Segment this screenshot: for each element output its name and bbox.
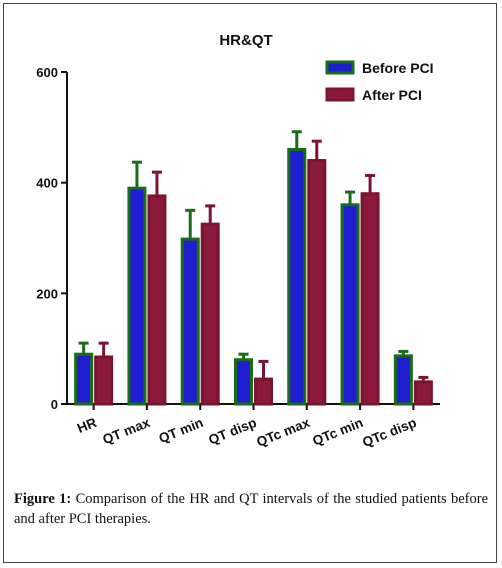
legend-swatch bbox=[325, 60, 355, 75]
bar bbox=[180, 237, 200, 406]
bar bbox=[340, 203, 360, 406]
bar bbox=[360, 192, 380, 406]
bar bbox=[147, 194, 167, 406]
y-tick-label: 600 bbox=[36, 65, 58, 80]
x-tick-label: QT disp bbox=[206, 415, 258, 448]
x-tick-label: QTc max bbox=[254, 415, 312, 450]
bar bbox=[200, 222, 220, 406]
chart-legend: Before PCI After PCI bbox=[325, 60, 434, 103]
caption-text: Comparison of the HR and QT intervals of… bbox=[14, 491, 489, 527]
y-tick-label: 400 bbox=[36, 176, 58, 191]
y-tick-label: 200 bbox=[36, 286, 58, 301]
chart-bars bbox=[74, 130, 433, 406]
bar bbox=[127, 186, 147, 406]
figure-label: Figure 1: bbox=[14, 491, 72, 507]
bar bbox=[74, 352, 94, 406]
figure-frame bbox=[3, 3, 497, 563]
x-tick-label: QT min bbox=[157, 415, 206, 446]
legend-label: Before PCI bbox=[362, 60, 434, 76]
x-tick-label: QTc disp bbox=[360, 415, 418, 450]
legend-label: After PCI bbox=[362, 87, 422, 103]
x-tick-label: QTc min bbox=[310, 415, 365, 449]
figure-caption: Figure 1: Comparison of the HR and QT in… bbox=[14, 489, 488, 529]
y-tick-label: 0 bbox=[51, 397, 58, 412]
bar bbox=[307, 159, 327, 406]
chart-title: HR&QT bbox=[219, 32, 272, 49]
x-tick-label: QT max bbox=[101, 415, 153, 448]
bar bbox=[413, 380, 433, 406]
bar bbox=[94, 355, 114, 406]
bar bbox=[234, 358, 253, 406]
bar bbox=[393, 354, 413, 406]
bar bbox=[254, 377, 273, 406]
legend-swatch bbox=[325, 87, 355, 102]
bar bbox=[287, 147, 307, 406]
x-tick-label: HR bbox=[75, 415, 99, 436]
